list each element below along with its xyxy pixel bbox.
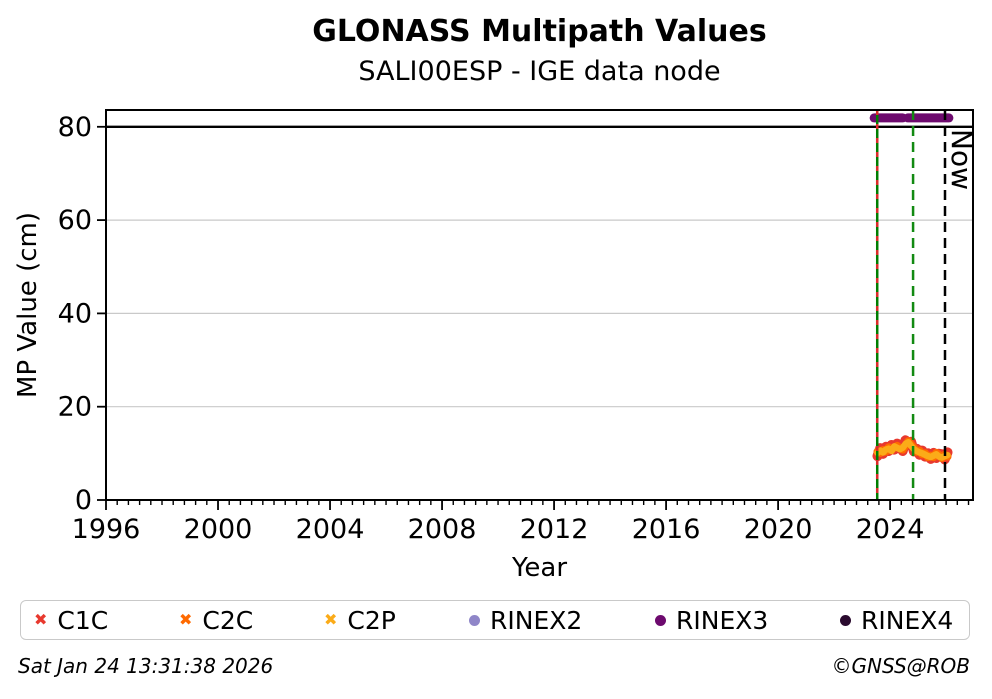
x-tick-label: 2016 <box>632 514 701 545</box>
copyright-credit: ©GNSS@ROB <box>831 654 971 678</box>
plot-timestamp: Sat Jan 24 13:31:38 2026 <box>18 654 274 678</box>
legend-item-rinex3: RINEX3 <box>655 601 768 639</box>
rinex4-dot-marker-icon <box>840 614 851 626</box>
x-tick-label: 2000 <box>184 514 253 545</box>
x-tick-label: 2020 <box>744 514 813 545</box>
plot-border <box>105 109 974 501</box>
rinex2-dot-marker-icon <box>469 614 480 626</box>
legend-item-rinex4: RINEX4 <box>840 601 953 639</box>
x-tick-label: 2008 <box>408 514 477 545</box>
x-tick-label: 1996 <box>72 514 141 545</box>
legend-item-c1c: ✖ C1C <box>34 601 108 639</box>
legend-item-c2p: ✖ C2P <box>324 601 396 639</box>
legend-label: C2P <box>347 605 396 635</box>
y-tick-label: 20 <box>58 392 92 423</box>
c2c-x-marker-icon: ✖ <box>179 610 193 629</box>
chart-subtitle: SALI00ESP - IGE data node <box>358 56 721 87</box>
chart-title: GLONASS Multipath Values <box>312 14 767 49</box>
legend-box: ✖ C1C ✖ C2C ✖ C2P RINEX2 RINEX3 RINEX4 <box>20 600 970 640</box>
y-tick-label: 40 <box>58 298 92 329</box>
x-tick-label: 2004 <box>296 514 365 545</box>
c2p-x-marker-icon: ✖ <box>324 610 338 629</box>
c1c-x-marker-icon: ✖ <box>34 610 48 629</box>
y-tick-label: 80 <box>58 112 92 143</box>
legend-label: C1C <box>57 605 109 635</box>
y-axis-label: MP Value (cm) <box>13 212 43 398</box>
y-tick-label: 60 <box>58 205 92 236</box>
legend-label: RINEX2 <box>490 605 583 635</box>
x-tick-label: 2024 <box>856 514 925 545</box>
legend-item-rinex2: RINEX2 <box>469 601 582 639</box>
legend-label: C2C <box>202 605 254 635</box>
legend-item-c2c: ✖ C2C <box>179 601 253 639</box>
x-tick-label: 2012 <box>520 514 589 545</box>
legend-label: RINEX3 <box>676 605 769 635</box>
rinex3-dot-marker-icon <box>655 614 666 626</box>
legend-label: RINEX4 <box>861 605 954 635</box>
x-axis-label: Year <box>511 553 567 583</box>
y-tick-label: 0 <box>75 485 92 516</box>
now-line-label: Now <box>945 129 978 190</box>
